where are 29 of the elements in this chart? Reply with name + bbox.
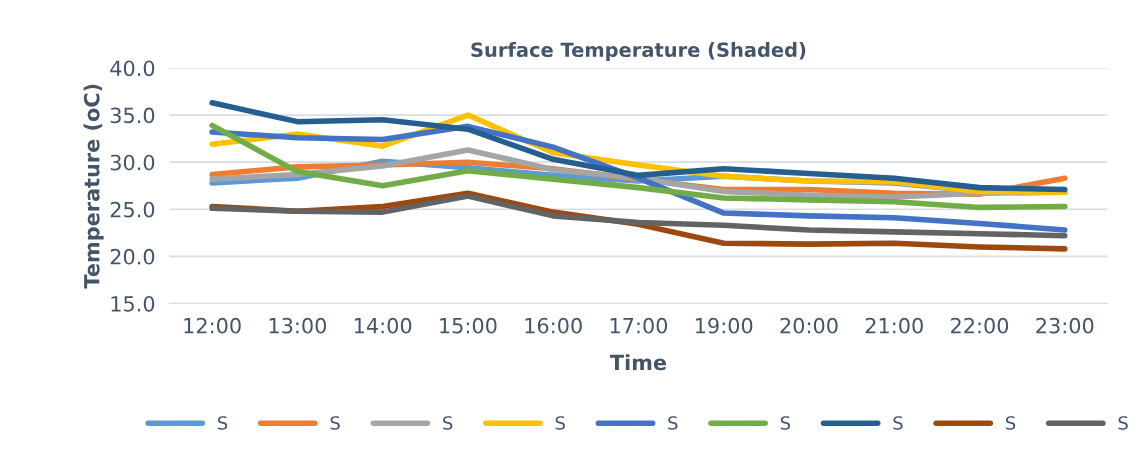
x-axis-title: Time <box>609 354 667 371</box>
x-tick-label: 19:00 <box>695 317 753 334</box>
x-tick-label: 20:00 <box>780 317 838 334</box>
x-tick-label: 21:00 <box>865 317 923 334</box>
legend-label: S <box>443 416 453 430</box>
x-tick-label: 14:00 <box>354 317 412 334</box>
y-tick-label: 40.0 <box>110 60 155 77</box>
chart-title: Surface Temperature (Shaded) <box>471 42 806 61</box>
y-tick-label: 35.0 <box>110 107 155 124</box>
y-tick-label: 15.0 <box>111 295 155 312</box>
y-tick-label: 20.0 <box>110 248 155 265</box>
legend-label: S <box>893 416 903 430</box>
legend-label: S <box>330 416 340 430</box>
x-tick-label: 17:00 <box>610 317 668 334</box>
x-tick-label: 15:00 <box>440 317 497 334</box>
x-tick-label: 13:00 <box>269 317 327 334</box>
y-axis-title: Temperature (oC) <box>83 84 104 289</box>
legend-label: S <box>1005 416 1016 430</box>
legend-label: S <box>780 416 791 430</box>
x-tick-label: 16:00 <box>525 317 582 334</box>
y-tick-label: 30.0 <box>110 154 155 171</box>
legend-label: S <box>668 416 678 430</box>
legend-label: S <box>1118 416 1128 430</box>
x-tick-label: 22:00 <box>951 317 1009 334</box>
legend-label: S <box>217 416 228 430</box>
legend-label: S <box>555 416 565 430</box>
y-tick-label: 25.0 <box>110 201 155 218</box>
x-tick-label: 23:00 <box>1036 317 1094 334</box>
x-tick-label: 12:00 <box>184 317 241 334</box>
